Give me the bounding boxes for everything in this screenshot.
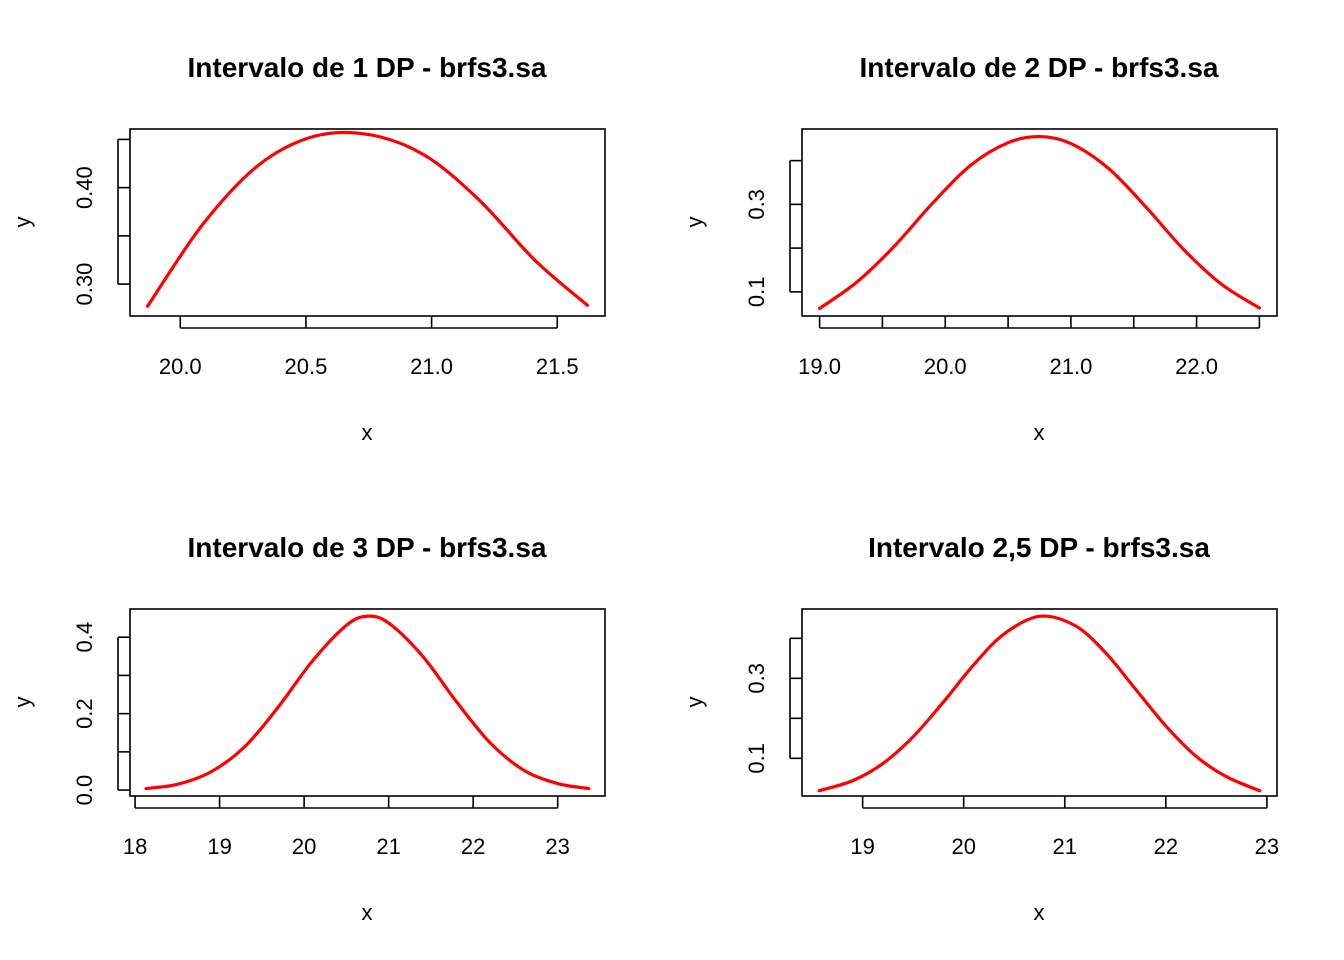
x-tick-label: 21 (376, 834, 400, 859)
x-tick-label: 21.0 (410, 354, 453, 379)
plot-frame (129, 608, 606, 797)
x-axis-label: x (1034, 420, 1045, 445)
x-tick-label: 19 (850, 834, 874, 859)
x-tick-label: 21 (1053, 834, 1077, 859)
y-axis-label: y (10, 217, 35, 228)
chart-title: Intervalo de 2 DP - brfs3.sa (860, 52, 1219, 83)
y-tick-label: 0.40 (72, 166, 97, 209)
x-tick-label: 18 (123, 834, 147, 859)
x-tick-label: 20.5 (285, 354, 328, 379)
x-tick-label: 19.0 (798, 354, 841, 379)
density-curve-line (145, 130, 590, 308)
x-tick-label: 23 (545, 834, 569, 859)
x-tick-label: 22.0 (1175, 354, 1218, 379)
y-tick-label: 0.1 (744, 743, 769, 774)
x-tick-label: 22 (1154, 834, 1178, 859)
density-curve-line (817, 614, 1262, 793)
x-axis-label: x (362, 900, 373, 925)
y-tick-label: 0.1 (744, 277, 769, 308)
x-axis-label: x (1034, 900, 1045, 925)
y-tick-label: 0.0 (72, 775, 97, 806)
density-curve-line (144, 614, 591, 791)
y-tick-label: 0.30 (72, 263, 97, 306)
plot-frame (129, 128, 606, 317)
density-curve-line (817, 134, 1262, 311)
x-tick-label: 20 (292, 834, 316, 859)
chart-title: Intervalo de 3 DP - brfs3.sa (188, 532, 547, 563)
y-axis-label: y (682, 217, 707, 228)
y-tick-label: 0.3 (744, 663, 769, 694)
x-axis-label: x (362, 420, 373, 445)
x-tick-label: 20 (951, 834, 975, 859)
y-axis-label: y (10, 697, 35, 708)
chart-panel-2-5sd: Intervalo 2,5 DP - brfs3.sa x y 19 20 21 22… (682, 532, 1279, 925)
plot-frame (801, 128, 1278, 317)
x-tick-label: 23 (1255, 834, 1279, 859)
y-tick-label: 0.4 (72, 622, 97, 653)
chart-title: Intervalo de 1 DP - brfs3.sa (188, 52, 547, 83)
chart-panel-2sd: Intervalo de 2 DP - brfs3.sa x y 19.0 20.… (682, 52, 1278, 445)
x-tick-label: 22 (461, 834, 485, 859)
y-axis-label: y (682, 697, 707, 708)
x-tick-label: 20.0 (924, 354, 967, 379)
x-tick-label: 21.0 (1050, 354, 1093, 379)
plot-frame (801, 608, 1278, 797)
chart-panel-1sd: Intervalo de 1 DP - brfs3.sa x y 20.0 20.… (10, 52, 606, 445)
y-tick-label: 0.2 (72, 698, 97, 729)
x-tick-label: 21.5 (536, 354, 579, 379)
chart-title: Intervalo 2,5 DP - brfs3.sa (868, 532, 1210, 563)
y-tick-label: 0.3 (744, 189, 769, 220)
chart-panel-3sd: Intervalo de 3 DP - brfs3.sa x y 18 19 20 2… (10, 532, 606, 925)
x-tick-label: 19 (207, 834, 231, 859)
x-tick-label: 20.0 (159, 354, 202, 379)
